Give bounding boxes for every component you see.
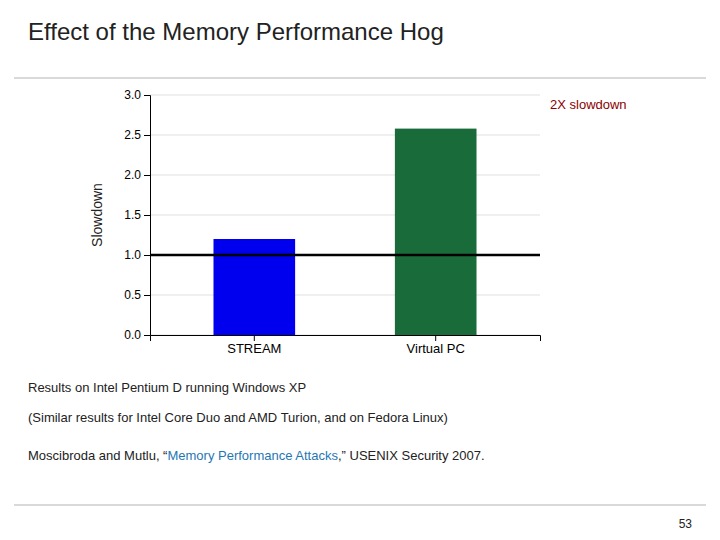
- tick: Virtual PC: [407, 335, 465, 356]
- tick-label: 1.0: [124, 248, 141, 262]
- bar: [395, 129, 477, 335]
- citation-link: Memory Performance Attacks: [167, 448, 338, 463]
- tick: 0.5: [124, 288, 150, 302]
- grid-line: [150, 215, 540, 216]
- tick-mark: [144, 215, 150, 216]
- grid: [150, 95, 540, 335]
- grid-line: [150, 135, 540, 136]
- tick-label: 0.5: [124, 288, 141, 302]
- tick-label: Virtual PC: [407, 341, 465, 356]
- tick-mark: [144, 135, 150, 136]
- tick: 0.0: [124, 328, 150, 342]
- annotation: 2X slowdown: [550, 97, 627, 112]
- grid-line: [150, 295, 540, 296]
- title: Effect of the Memory Performance Hog: [28, 18, 444, 45]
- y-axis-label: Slowdown: [89, 183, 105, 247]
- tick-label: STREAM: [227, 341, 281, 356]
- tick-mark: [144, 335, 150, 336]
- tick: STREAM: [227, 335, 281, 356]
- grid-line: [150, 175, 540, 176]
- tick: 3.0: [124, 88, 150, 102]
- x-axis: STREAM Virtual PC: [151, 335, 541, 356]
- tick-mark: [144, 255, 150, 256]
- grid-line: [150, 255, 540, 256]
- tick-mark: [144, 175, 150, 176]
- reference-line: [150, 254, 540, 257]
- tick-mark: [144, 295, 150, 296]
- bar: [213, 239, 295, 335]
- tick-label: 3.0: [124, 88, 141, 102]
- y-axis: 0.0 0.5 1.0 1.5 2.0 2.5 3.0: [124, 88, 150, 342]
- chart: Effect of the Memory Performance Hog0.00…: [0, 0, 720, 540]
- page-number: 53: [679, 517, 693, 531]
- separator: [14, 504, 706, 506]
- tick-mark: [435, 335, 436, 341]
- tick-mark: [254, 335, 255, 341]
- citation-part: Moscibroda and Mutlu, “: [28, 448, 167, 463]
- citation-part: ,” USENIX Security 2007.: [338, 448, 485, 463]
- footnote: (Similar results for Intel Core Duo and …: [28, 410, 448, 425]
- tick: 2.0: [124, 168, 150, 182]
- grid-line: [150, 95, 540, 96]
- footnote: Results on Intel Pentium D running Windo…: [28, 380, 306, 395]
- tick: 2.5: [124, 128, 150, 142]
- tick: 1.5: [124, 208, 150, 222]
- tick-label: 1.5: [124, 208, 141, 222]
- citation: Moscibroda and Mutlu, “Memory Performanc…: [28, 448, 485, 463]
- tick-label: 2.0: [124, 168, 141, 182]
- axis-line: [144, 96, 151, 336]
- tick-label: 2.5: [124, 128, 141, 142]
- plot-area: [150, 129, 540, 335]
- axis-line: [151, 336, 541, 342]
- tick: 1.0: [124, 248, 150, 262]
- separator: [14, 77, 706, 79]
- tick-label: 0.0: [124, 328, 141, 342]
- tick-mark: [144, 95, 150, 96]
